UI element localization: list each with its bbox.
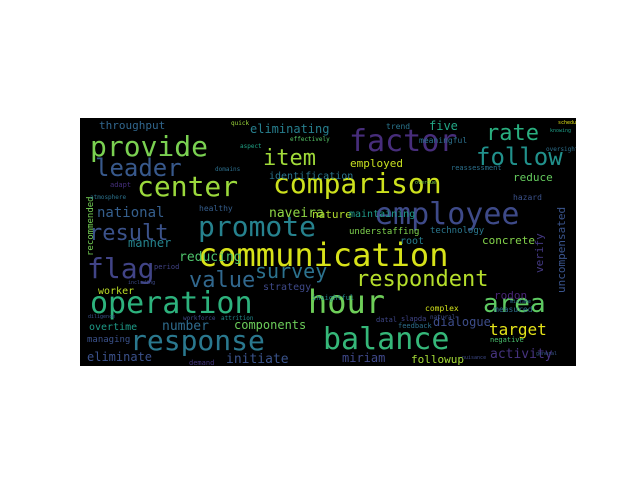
word-manner: manner xyxy=(128,236,171,250)
word-effectively: effectively xyxy=(290,136,330,143)
word-root: root xyxy=(400,236,424,247)
word-eliminating: eliminating xyxy=(250,122,329,136)
word-number: number xyxy=(162,319,209,334)
word-flag: flag xyxy=(87,252,154,285)
word-adapt: adapt xyxy=(110,181,131,189)
word-throughput: throughput xyxy=(99,119,165,132)
word-recommended: recommended xyxy=(86,196,96,256)
word-oversight: oversight xyxy=(546,146,576,153)
word-atmosphere: atmosphere xyxy=(90,194,127,201)
word-rodon: rodon xyxy=(494,289,527,302)
word-natural: natural xyxy=(430,314,456,321)
word-meaningful: meaningful xyxy=(419,136,467,145)
word-national: national xyxy=(97,205,164,221)
word-employed: employed xyxy=(350,157,403,170)
word-aspect: aspect xyxy=(240,143,262,150)
word-demand: demand xyxy=(189,359,214,366)
word-value: value xyxy=(189,268,255,293)
word-overtime: overtime xyxy=(89,322,137,333)
word-identification: identification xyxy=(269,171,353,182)
word-item: item xyxy=(263,146,316,171)
word-attrition: attrition xyxy=(221,315,254,322)
word-respondent: respondent xyxy=(356,267,488,292)
word-operation: operation xyxy=(90,286,253,321)
wordcloud-background xyxy=(80,118,576,366)
word-comparison: comparison xyxy=(273,167,442,200)
word-scheduling: scheduling xyxy=(558,120,576,126)
word-rate: rate xyxy=(486,121,539,146)
word-naveira: naveira xyxy=(269,206,324,221)
word-promote: promote xyxy=(198,210,316,243)
word-hazard: hazard xyxy=(513,193,542,202)
word-center: center xyxy=(137,170,238,203)
word-managing: managing xyxy=(87,335,130,345)
word-reduce: reduce xyxy=(513,171,553,184)
word-followup: followup xyxy=(411,353,464,366)
word-reassessment: reassessment xyxy=(451,164,502,172)
word-communication: communication xyxy=(198,236,448,274)
word-concrete: concrete xyxy=(482,234,535,247)
word-reducing: reducing xyxy=(179,250,242,265)
word-five: five xyxy=(429,119,458,133)
word-components: components xyxy=(234,318,306,332)
word-including: including xyxy=(128,280,155,286)
word-slapda: slapda xyxy=(401,315,426,323)
wordcloud-svg: communication balance employee hour operatio… xyxy=(80,118,576,366)
word-provide: provide xyxy=(90,130,208,163)
word-factor: factor xyxy=(349,124,457,159)
word-employee: employee xyxy=(375,197,520,232)
word-insightful: insightful xyxy=(312,294,354,302)
word-response: response xyxy=(130,324,265,357)
word-balance: balance xyxy=(323,322,449,357)
word-area: area xyxy=(483,289,546,319)
word-activity: activity xyxy=(490,347,553,362)
word-knowing: knowing xyxy=(550,128,571,134)
word-nuisance: nuisance xyxy=(462,355,486,361)
word-quick: quick xyxy=(231,120,249,127)
word-nature: nature xyxy=(312,208,352,221)
word-eliminate: eliminate xyxy=(87,350,152,364)
word-leader: leader xyxy=(95,154,182,182)
word-overdue: overdue xyxy=(415,180,436,186)
word-initiate: initiate xyxy=(226,352,289,366)
word-measured: measured xyxy=(494,305,533,314)
word-target: target xyxy=(489,320,547,339)
word-domains: domains xyxy=(215,166,241,173)
word-workforce: workforce xyxy=(183,315,216,322)
word-verify: verify xyxy=(533,233,546,273)
word-diligence: diligence xyxy=(88,314,115,320)
word-technology: technology xyxy=(430,226,485,236)
word-understaffing: understaffing xyxy=(349,227,419,237)
word-period: period xyxy=(154,263,179,271)
word-uncompensated: uncompensated xyxy=(555,207,568,293)
word-result: result xyxy=(89,221,168,246)
wordcloud-canvas: communication balance employee hour operatio… xyxy=(80,118,576,366)
word-follow: follow xyxy=(476,143,563,171)
word-mistake: mistake xyxy=(510,299,531,305)
word-feedback: feedback xyxy=(398,322,433,330)
word-hour: hour xyxy=(308,283,385,321)
word-worker: worker xyxy=(98,286,134,297)
word-maintaining: maintaining xyxy=(349,209,415,220)
word-strategy: strategy xyxy=(263,282,311,293)
word-healthy: healthy xyxy=(199,204,233,213)
word-general: general xyxy=(536,351,557,357)
word-miriam: miriam xyxy=(342,351,385,365)
word-negative: negative xyxy=(490,336,524,344)
word-survey: survey xyxy=(255,259,327,283)
word-datal: datal xyxy=(376,316,397,324)
word-trend: trend xyxy=(386,122,410,131)
word-complex: complex xyxy=(425,304,459,313)
word-dialogue: dialogue xyxy=(433,315,491,329)
